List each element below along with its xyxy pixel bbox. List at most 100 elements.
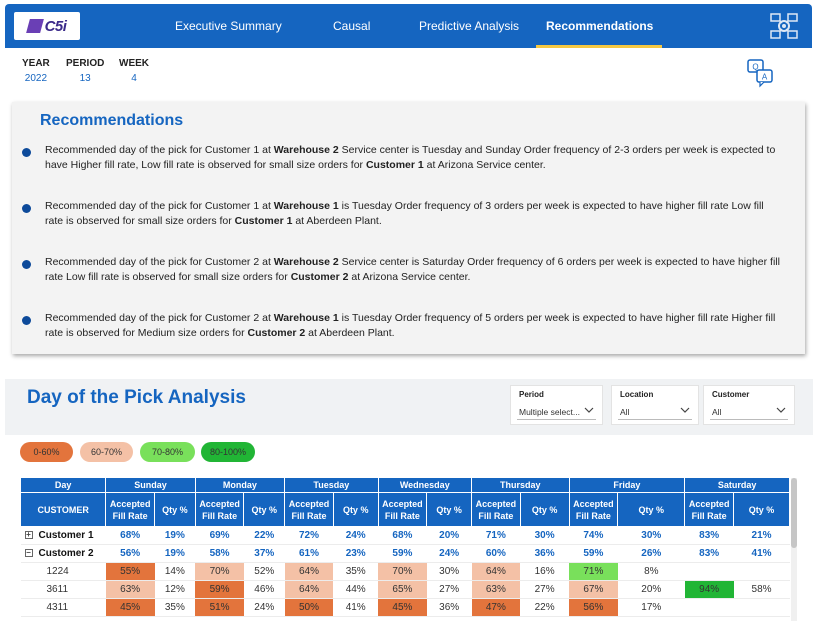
table-row: 3611 63% 12% 59% 46% 64% 44% 65% 27% 63% 27% 67% 20%… [20, 580, 790, 599]
top-nav-bar: C5i Executive Summary Causal Predictive … [5, 4, 812, 48]
text-run: Recommended day of the pick for Customer… [45, 144, 274, 156]
text-run: at Arizona Service center. [348, 271, 471, 283]
bullet-icon [22, 204, 31, 213]
qty-percent-cell: 21% [733, 526, 790, 545]
day-header-sunday[interactable]: Sunday [105, 477, 196, 493]
qty-percent-header[interactable]: Qty % [519, 492, 570, 527]
qty-percent-cell: 52% [243, 562, 285, 581]
fill-rate-cell: 58% [195, 544, 244, 563]
svg-text:A: A [762, 73, 768, 82]
fill-rate-cell: 61% [284, 544, 334, 563]
tab-causal[interactable]: Causal [333, 19, 371, 33]
qty-percent-cell: 27% [426, 580, 472, 599]
day-header: Day [20, 477, 107, 493]
qty-percent-header[interactable]: Qty % [154, 492, 196, 527]
period-slicer-label: Period [519, 390, 544, 399]
expand-icon[interactable]: + [24, 530, 33, 540]
q-and-a-icon[interactable]: Q A [746, 58, 776, 88]
location-slicer-label: Location [620, 390, 654, 399]
qty-percent-cell: 24% [333, 526, 379, 545]
qty-percent-header[interactable]: Qty % [243, 492, 286, 527]
tab-predictive-analysis[interactable]: Predictive Analysis [419, 19, 520, 33]
fill-rate-cell: 47% [471, 598, 521, 617]
emphasis-text: Customer 1 [234, 215, 293, 227]
row-name: 4311 [46, 602, 69, 613]
chevron-down-icon[interactable] [680, 405, 690, 415]
fill-rate-cell: 83% [684, 544, 734, 563]
tab-recommendations[interactable]: Recommendations [546, 19, 654, 33]
qty-percent-cell: 22% [243, 526, 285, 545]
qty-percent-cell: 37% [243, 544, 285, 563]
accepted-fill-rate-header[interactable]: Accepted Fill Rate [568, 492, 619, 527]
qty-percent-header[interactable]: Qty % [617, 492, 686, 527]
tab-executive-summary[interactable]: Executive Summary [175, 19, 282, 33]
day-header-wednesday[interactable]: Wednesday [377, 477, 473, 493]
accepted-fill-rate-header[interactable]: Accepted Fill Rate [471, 492, 521, 527]
recommendation-item: Recommended day of the pick for Customer… [45, 255, 780, 285]
table-row: − Customer 2 56% 19% 58% 37% 61% 23% 59% 24% 60% 36… [20, 544, 790, 563]
day-header-saturday[interactable]: Saturday [684, 477, 790, 493]
qty-percent-header[interactable]: Qty % [426, 492, 472, 527]
qty-percent-cell: 23% [333, 544, 379, 563]
qty-percent-cell: 35% [333, 562, 379, 581]
fill-rate-cell [684, 598, 734, 617]
chevron-down-icon[interactable] [584, 405, 594, 415]
legend-0-60: 0-60% [20, 442, 73, 462]
location-slicer[interactable]: Location All [611, 385, 699, 425]
recommendation-item: Recommended day of the pick for Customer… [45, 199, 780, 229]
company-logo[interactable]: C5i [14, 12, 80, 40]
customer-slicer[interactable]: Customer All [703, 385, 795, 425]
period-slicer[interactable]: Period Multiple select... [510, 385, 603, 425]
customer-header: CUSTOMER [20, 492, 107, 527]
qty-percent-cell [733, 598, 790, 617]
row-name: Customer 1 [38, 530, 94, 541]
qty-percent-cell: 24% [243, 598, 285, 617]
qty-percent-cell: 30% [520, 526, 570, 545]
row-name: Customer 2 [38, 548, 94, 559]
qty-percent-header[interactable]: Qty % [733, 492, 790, 527]
qty-percent-cell: 27% [520, 580, 570, 599]
legend-70-80: 70-80% [140, 442, 195, 462]
accepted-fill-rate-header[interactable]: Accepted Fill Rate [284, 492, 334, 527]
qty-percent-cell: 35% [154, 598, 196, 617]
scrollbar-track[interactable] [791, 478, 797, 621]
text-run: at Aberdeen Plant. [305, 327, 395, 339]
scrollbar-thumb[interactable] [791, 478, 797, 548]
accepted-fill-rate-header[interactable]: Accepted Fill Rate [194, 492, 245, 527]
year-info: YEAR 2022 [22, 58, 50, 84]
customer-row-label[interactable]: + Customer 1 [20, 526, 106, 545]
customer-row-label[interactable]: − Customer 2 [20, 544, 106, 563]
accepted-fill-rate-header[interactable]: Accepted Fill Rate [377, 492, 428, 527]
fill-rate-cell [684, 562, 734, 581]
qty-percent-cell: 44% [333, 580, 379, 599]
week-label: WEEK [119, 58, 149, 69]
emphasis-text: Customer 1 [365, 159, 424, 171]
qty-percent-cell: 26% [617, 544, 685, 563]
qty-percent-header[interactable]: Qty % [332, 492, 379, 527]
customer-slicer-label: Customer [712, 390, 750, 399]
fill-rate-cell: 94% [684, 580, 734, 599]
fill-rate-cell: 63% [105, 580, 155, 599]
chevron-down-icon[interactable] [776, 405, 786, 415]
accepted-fill-rate-header[interactable]: Accepted Fill Rate [684, 492, 735, 527]
accepted-fill-rate-header[interactable]: Accepted Fill Rate [105, 492, 156, 527]
fill-rate-cell: 68% [378, 526, 427, 545]
location-row-label: 1224 [20, 562, 106, 581]
bullet-icon [22, 316, 31, 325]
recommendations-card: Recommendations Recommended day of the p… [12, 102, 805, 354]
day-header-thursday[interactable]: Thursday [471, 477, 570, 493]
fill-rate-cell: 51% [195, 598, 244, 617]
day-header-monday[interactable]: Monday [194, 477, 286, 493]
text-run: Service center is Tuesday and Sunday Ord… [45, 144, 776, 171]
day-header-friday[interactable]: Friday [568, 477, 686, 493]
collapse-icon[interactable]: − [24, 548, 33, 558]
day-header-tuesday[interactable]: Tuesday [284, 477, 379, 493]
fill-rate-cell: 70% [378, 562, 427, 581]
settings-network-icon[interactable] [768, 10, 800, 42]
period-slicer-value: Multiple select... [519, 407, 580, 417]
qty-percent-cell: 36% [426, 598, 472, 617]
table-row: 1224 55% 14% 70% 52% 64% 35% 70% 30% 64% 16% 71% 8% [20, 562, 790, 581]
fill-rate-cell: 71% [471, 526, 521, 545]
qty-percent-cell: 58% [733, 580, 790, 599]
